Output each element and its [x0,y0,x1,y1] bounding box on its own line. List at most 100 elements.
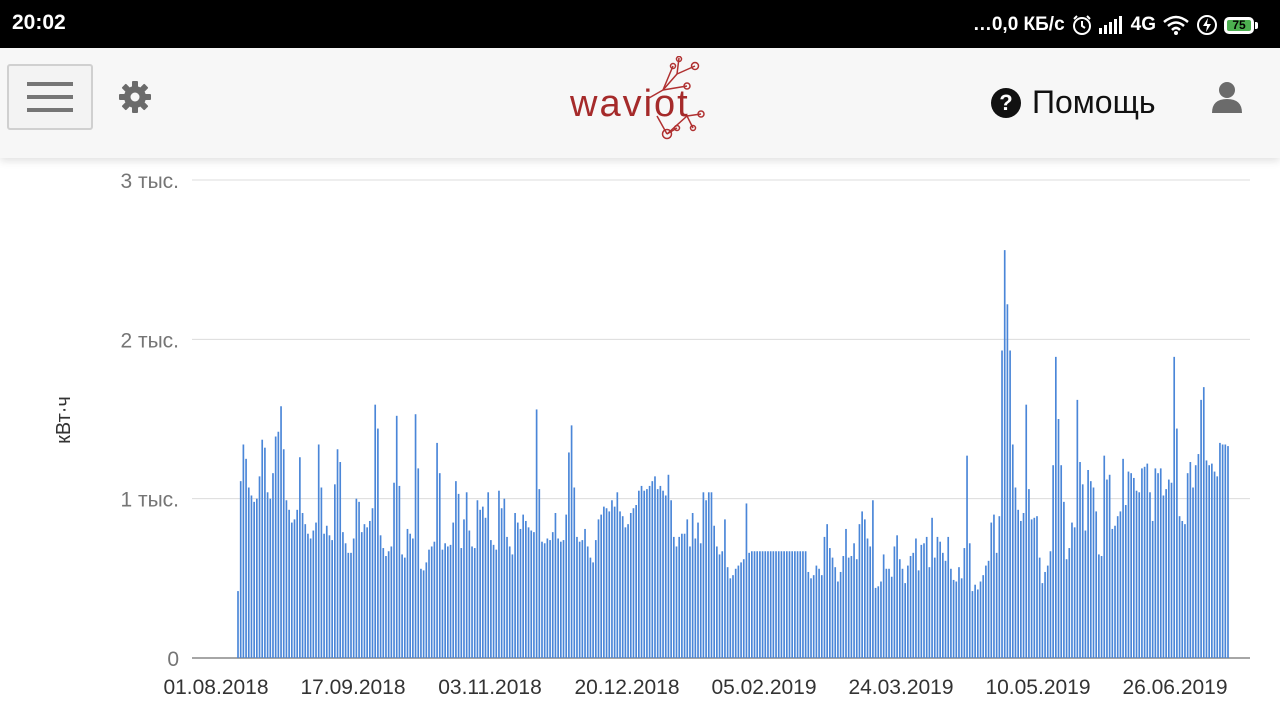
bar [621,516,624,658]
network-speed: …0,0 КБ/с [972,14,1065,35]
bar [635,505,637,658]
x-tick-label: 17.09.2018 [300,676,405,699]
status-icons: …0,0 КБ/с 4G 75 [973,11,1258,39]
bar [1033,517,1036,658]
bar [917,570,920,658]
bar [272,473,274,658]
network-type: 4G [1130,14,1156,35]
user-profile-icon[interactable] [1210,80,1244,119]
bar [683,533,686,658]
bar [438,473,441,658]
bar [925,536,928,658]
bar [842,556,845,658]
bar [1022,513,1025,658]
y-axis-label: кВт·ч [53,396,75,444]
menu-button[interactable] [7,64,93,130]
bar [565,514,568,658]
bar [498,490,500,658]
bar [1006,304,1009,658]
bar [355,498,358,658]
wifi-icon [1162,15,1190,35]
bar [535,409,538,658]
bar [245,458,247,658]
settings-gear-icon[interactable] [118,80,152,119]
bar [379,535,382,658]
bar [506,536,508,658]
bar [280,406,282,658]
bar [624,527,627,658]
bar [1162,495,1165,658]
bar [788,551,791,658]
bar [290,522,293,658]
bar [802,551,804,658]
bar [1111,528,1114,658]
bar [915,538,917,658]
bar [1189,462,1192,658]
y-tick-label: 3 тыс. [120,170,179,193]
bar [664,495,667,658]
bar [538,489,541,658]
bar [1143,466,1146,658]
bar [239,481,242,658]
bar [1081,484,1084,658]
bar [716,546,718,658]
bar [492,544,495,658]
bar [1197,454,1200,658]
bar [1211,463,1213,658]
bar [1159,468,1162,658]
bar [377,428,379,658]
bar [546,538,549,658]
bar [1138,492,1141,658]
bar [253,501,255,658]
bar [839,571,842,658]
bar [775,551,777,658]
bar [363,524,366,658]
bar [603,506,605,658]
bar [861,511,863,658]
bar [250,495,253,658]
bar [898,559,901,658]
bar [1116,516,1119,658]
svg-text:?: ? [999,90,1012,115]
bar [772,551,775,658]
bar [826,524,828,658]
bar [1127,471,1130,658]
bar [557,538,559,658]
bar [331,540,333,658]
bar [1192,487,1194,658]
bar [530,530,533,658]
bar [1135,490,1138,658]
bar [1065,559,1068,658]
bar [1213,471,1216,658]
bar [514,513,516,658]
bar [371,508,374,658]
bar [1165,489,1167,658]
bar [979,581,982,658]
bar [791,551,794,658]
bar [293,519,296,658]
bar [299,457,301,658]
consumption-chart: 0 1 тыс. 2 тыс. 3 тыс. 01.08.2018 17.09.2018… [0,158,1280,720]
bar [414,414,417,658]
bar [678,536,681,658]
bar [484,517,487,658]
bar [643,490,646,658]
bar [578,541,581,658]
bar [1009,350,1011,658]
help-link[interactable]: ? Помощь [990,84,1156,121]
bar [455,481,457,658]
bar [1028,489,1030,658]
x-tick-label: 01.08.2018 [163,676,268,699]
bar [1151,520,1154,658]
bar [742,559,745,658]
bar [1202,387,1205,658]
bar [799,551,802,658]
bar [508,546,511,658]
bar [1186,473,1189,658]
bar [691,513,694,658]
bar [890,576,893,658]
bar [783,551,785,658]
bar [1133,477,1135,658]
bar [285,500,288,658]
bar [568,452,570,658]
